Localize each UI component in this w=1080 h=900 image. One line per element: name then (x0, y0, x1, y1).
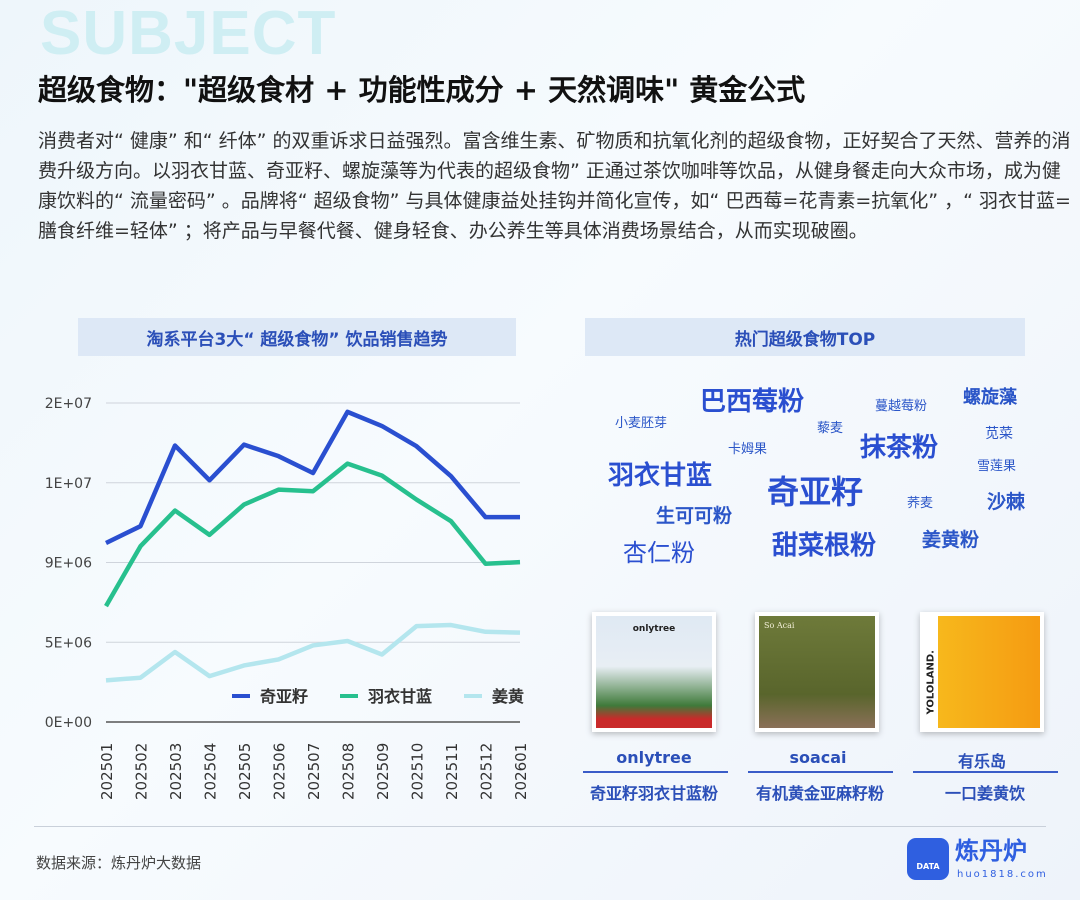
chart-section-title: 淘系平台3大“ 超级食物” 饮品销售趋势 (78, 318, 516, 356)
data-source: 数据来源：炼丹炉大数据 (36, 854, 202, 872)
x-tick-label: 202509 (374, 743, 392, 800)
word-cloud-item: 抹茶粉 (860, 433, 939, 463)
x-tick-label: 202503 (167, 743, 185, 800)
product-brand: 有乐岛 (957, 752, 1006, 771)
y-tick-label: 1E+07 (45, 476, 92, 492)
word-cloud-item: 螺旋藻 (963, 387, 1017, 408)
line-chart: 0E+00 5E+06 9E+06 1E+07 2E+07 202501 202502 202… (45, 396, 530, 800)
x-tick-label: 202502 (133, 743, 151, 800)
product-brand: soacai (789, 748, 847, 767)
x-tick-label: 202511 (443, 743, 461, 800)
word-cloud-item: 巴西莓粉 (700, 387, 805, 417)
logo-icon: DATA (907, 838, 949, 880)
word-cloud-item: 生可可粉 (656, 505, 733, 527)
word-cloud-item: 沙棘 (987, 491, 1026, 513)
y-tick-label: 9E+06 (45, 556, 92, 572)
legend-label: 羽衣甘蓝 (368, 687, 432, 706)
word-cloud-item: 杏仁粉 (623, 539, 695, 567)
x-tick-label: 202508 (340, 743, 358, 800)
word-cloud-item: 苋菜 (985, 426, 1013, 442)
x-tick-label: 202506 (271, 743, 289, 800)
cloud-section-title: 热门超级食物TOP (585, 318, 1025, 356)
x-tick-label: 202510 (409, 743, 427, 800)
x-tick-label: 202505 (236, 743, 254, 800)
word-cloud-item: 奇亚籽 (767, 473, 864, 511)
word-cloud-item: 雪莲果 (977, 459, 1017, 474)
word-cloud-item: 姜黄粉 (922, 529, 980, 551)
y-tick-label: 2E+07 (45, 396, 92, 412)
page-title: 超级食物："超级食材 + 功能性成分 + 天然调味" 黄金公式 (38, 73, 806, 107)
product-description: 有机黄金亚麻籽粉 (755, 784, 884, 803)
word-cloud-item: 甜菜根粉 (772, 531, 877, 561)
word-cloud-item: 小麦胚芽 (615, 416, 668, 431)
word-cloud-item: 藜麦 (817, 421, 844, 436)
body-paragraph: 消费者对“ 健康” 和“ 纤体” 的双重诉求日益强烈。富含维生素、矿物质和抗氧化… (38, 130, 1071, 242)
word-cloud-item: 蔓越莓粉 (875, 399, 928, 414)
x-tick-label: 202507 (305, 743, 323, 800)
divider (748, 771, 893, 773)
word-cloud-item: 荞麦 (907, 496, 934, 511)
product-description: 奇亚籽羽衣甘蓝粉 (589, 784, 718, 803)
logo-url: huo1818.com (957, 869, 1048, 880)
series-line-姜黄 (105, 622, 521, 683)
legend-label: 姜黄 (492, 687, 524, 706)
y-tick-label: 5E+06 (45, 635, 92, 651)
y-tick-label: 0E+00 (45, 715, 92, 731)
logo-name: 炼丹炉 (955, 837, 1027, 865)
word-cloud-item: 卡姆果 (728, 442, 768, 457)
background-watermark-word: SUBJECT (40, 0, 337, 68)
x-tick-label: 202601 (512, 743, 530, 800)
product-image-soacai: So Acai (755, 612, 879, 732)
divider (913, 771, 1058, 773)
product-description: 一口姜黄饮 (944, 784, 1025, 803)
legend-label: 奇亚籽 (260, 687, 308, 706)
x-tick-label: 202512 (478, 743, 496, 800)
x-tick-label: 202504 (202, 743, 220, 800)
divider (583, 771, 728, 773)
product-image-onlytree: onlytree (592, 612, 716, 732)
series-line-奇亚籽 (105, 409, 520, 546)
word-cloud-item: 羽衣甘蓝 (608, 461, 713, 491)
footer-divider (34, 826, 1046, 827)
product-brand: onlytree (616, 748, 692, 767)
x-tick-label: 202501 (98, 743, 116, 800)
product-image-youledao: YOLOLAND. (920, 612, 1044, 732)
